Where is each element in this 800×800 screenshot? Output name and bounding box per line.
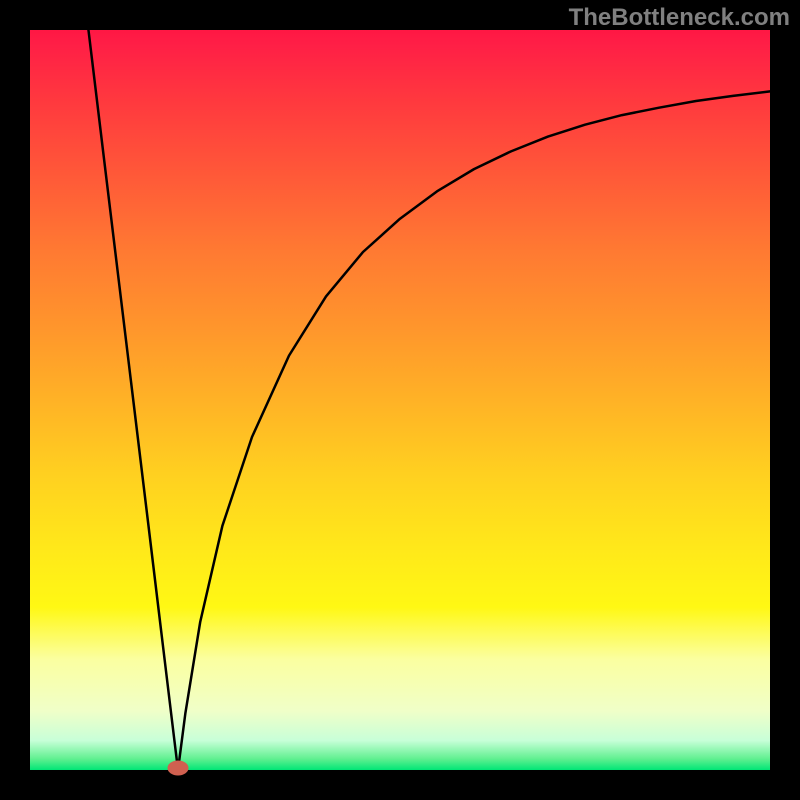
chart-frame: TheBottleneck.com — [0, 0, 800, 800]
dip-marker — [168, 761, 188, 775]
plot-area-gradient — [30, 30, 770, 770]
watermark-text: TheBottleneck.com — [569, 4, 790, 32]
chart-svg — [0, 0, 800, 800]
